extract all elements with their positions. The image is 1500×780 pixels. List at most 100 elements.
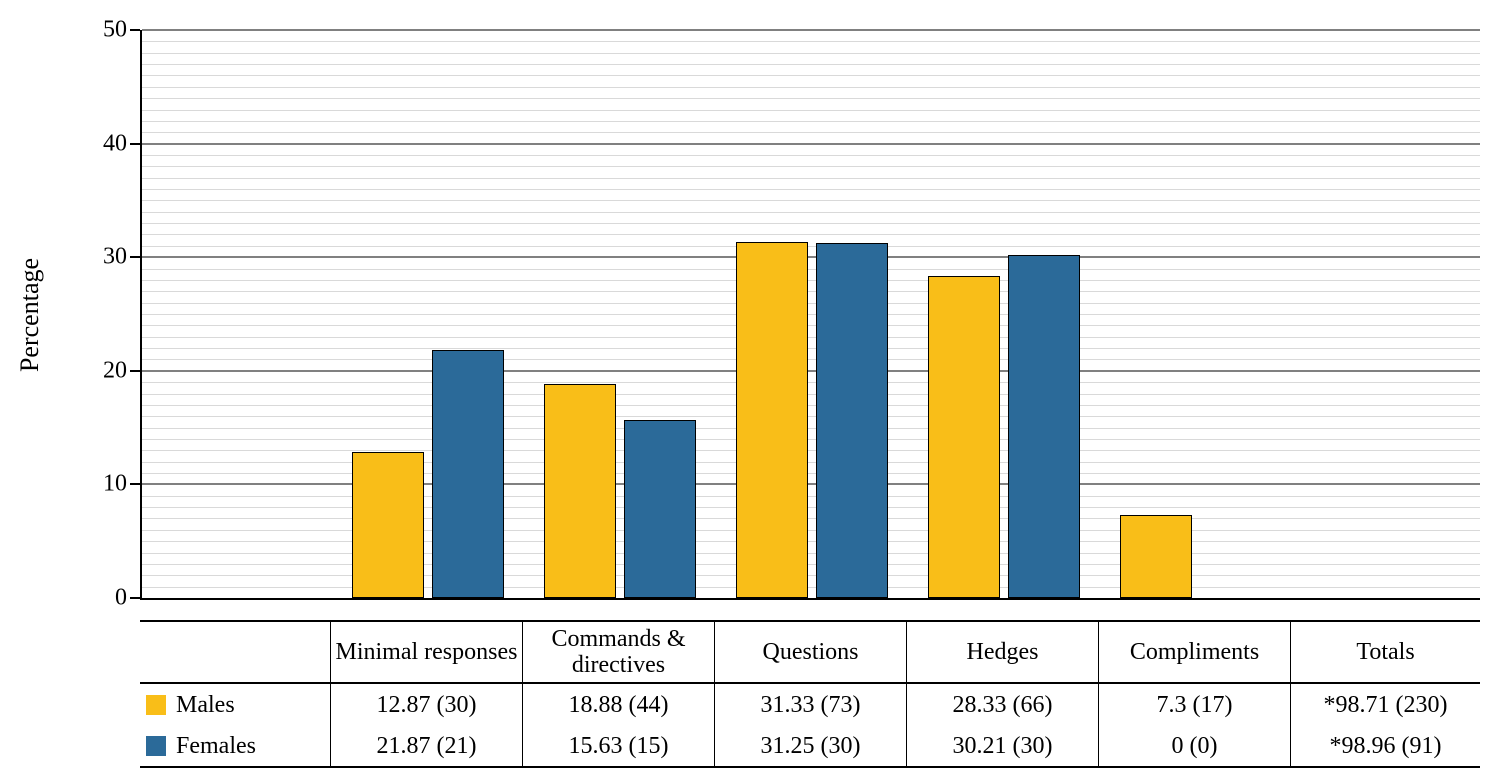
minor-gridline [142, 587, 1480, 588]
legend-swatch [146, 736, 166, 756]
table-cell: 12.87 (30) [330, 684, 522, 726]
y-tick-label: 50 [87, 17, 127, 44]
table-cell: 18.88 (44) [522, 684, 714, 726]
bar [736, 242, 808, 598]
y-tick-label: 10 [87, 471, 127, 498]
table-header-lead [140, 622, 330, 682]
minor-gridline [142, 382, 1480, 383]
table-cell: 0 (0) [1098, 726, 1290, 766]
table-cell: 21.87 (21) [330, 726, 522, 766]
minor-gridline [142, 110, 1480, 111]
minor-gridline [142, 246, 1480, 247]
y-tick-label: 30 [87, 244, 127, 271]
y-tick-label: 20 [87, 357, 127, 384]
minor-gridline [142, 121, 1480, 122]
minor-gridline [142, 178, 1480, 179]
table-cell: 28.33 (66) [906, 684, 1098, 726]
data-table: Minimal responsesCommands & directivesQu… [140, 620, 1480, 768]
bar [352, 452, 424, 598]
figure-container: Percentage 01020304050 Minimal responses… [0, 0, 1500, 780]
y-tick [130, 483, 140, 485]
minor-gridline [142, 87, 1480, 88]
table-cell: 31.33 (73) [714, 684, 906, 726]
minor-gridline [142, 303, 1480, 304]
table-header-totals: Totals [1290, 622, 1480, 682]
series-label: Females [176, 733, 256, 759]
minor-gridline [142, 405, 1480, 406]
table-header-cell: Questions [714, 622, 906, 682]
minor-gridline [142, 518, 1480, 519]
major-gridline [142, 483, 1480, 485]
y-tick [130, 29, 140, 31]
table-header-cell: Commands & directives [522, 622, 714, 682]
table-header-cell: Hedges [906, 622, 1098, 682]
table-cell: 31.25 (30) [714, 726, 906, 766]
minor-gridline [142, 291, 1480, 292]
table-header-row: Minimal responsesCommands & directivesQu… [140, 620, 1480, 684]
table-cell-total: *98.96 (91) [1290, 726, 1480, 766]
minor-gridline [142, 155, 1480, 156]
major-gridline [142, 256, 1480, 258]
plot-area: 01020304050 [140, 30, 1480, 600]
minor-gridline [142, 541, 1480, 542]
table-header-cell: Compliments [1098, 622, 1290, 682]
bar [816, 243, 888, 598]
bar [432, 350, 504, 598]
table-cell: 7.3 (17) [1098, 684, 1290, 726]
minor-gridline [142, 496, 1480, 497]
table-row-lead: Males [140, 684, 330, 726]
minor-gridline [142, 234, 1480, 235]
minor-gridline [142, 314, 1480, 315]
minor-gridline [142, 439, 1480, 440]
legend-swatch [146, 695, 166, 715]
minor-gridline [142, 530, 1480, 531]
bar [928, 276, 1000, 598]
minor-gridline [142, 337, 1480, 338]
y-tick [130, 597, 140, 599]
minor-gridline [142, 416, 1480, 417]
minor-gridline [142, 189, 1480, 190]
chart-zone: Percentage 01020304050 [20, 20, 1480, 610]
major-gridline [142, 29, 1480, 31]
y-tick-label: 40 [87, 130, 127, 157]
bar [544, 384, 616, 598]
minor-gridline [142, 450, 1480, 451]
minor-gridline [142, 428, 1480, 429]
table-row: Females21.87 (21)15.63 (15)31.25 (30)30.… [140, 726, 1480, 768]
minor-gridline [142, 359, 1480, 360]
minor-gridline [142, 132, 1480, 133]
minor-gridline [142, 98, 1480, 99]
minor-gridline [142, 394, 1480, 395]
minor-gridline [142, 53, 1480, 54]
y-tick [130, 256, 140, 258]
minor-gridline [142, 75, 1480, 76]
y-tick [130, 143, 140, 145]
series-label: Males [176, 692, 235, 718]
minor-gridline [142, 280, 1480, 281]
minor-gridline [142, 348, 1480, 349]
y-tick [130, 370, 140, 372]
minor-gridline [142, 166, 1480, 167]
minor-gridline [142, 507, 1480, 508]
table-row-lead: Females [140, 726, 330, 766]
minor-gridline [142, 575, 1480, 576]
minor-gridline [142, 564, 1480, 565]
minor-gridline [142, 212, 1480, 213]
bar [1008, 255, 1080, 598]
minor-gridline [142, 325, 1480, 326]
table-cell-total: *98.71 (230) [1290, 684, 1480, 726]
minor-gridline [142, 269, 1480, 270]
bar [624, 420, 696, 598]
table-cell: 15.63 (15) [522, 726, 714, 766]
bar [1120, 515, 1192, 598]
minor-gridline [142, 553, 1480, 554]
y-axis-title: Percentage [15, 258, 45, 372]
minor-gridline [142, 64, 1480, 65]
minor-gridline [142, 200, 1480, 201]
minor-gridline [142, 473, 1480, 474]
minor-gridline [142, 41, 1480, 42]
minor-gridline [142, 223, 1480, 224]
y-tick-label: 0 [87, 585, 127, 612]
table-row: Males 12.87 (30)18.88 (44)31.33 (73)28.33… [140, 684, 1480, 726]
major-gridline [142, 143, 1480, 145]
